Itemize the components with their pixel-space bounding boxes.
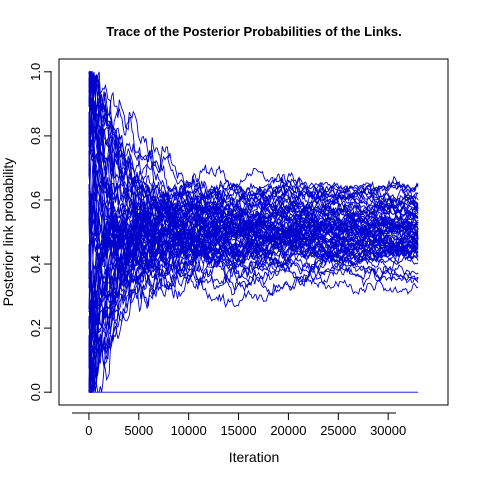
y-tick-label: 0.2 <box>28 319 43 337</box>
series-line <box>88 204 419 377</box>
y-tick-label: 1.0 <box>28 63 43 81</box>
series-line <box>88 201 419 386</box>
x-tick-label: 5000 <box>124 423 153 438</box>
series-line <box>88 75 419 255</box>
series-line <box>88 184 419 369</box>
chart-title: Trace of the Posterior Probabilities of … <box>106 24 401 39</box>
y-tick-label: 0.4 <box>28 255 43 273</box>
x-tick-label: 20000 <box>270 423 306 438</box>
series-line <box>88 70 419 270</box>
x-tick-label: 25000 <box>320 423 356 438</box>
series-line <box>88 71 419 308</box>
series-line <box>88 194 419 347</box>
y-tick-label: 0.6 <box>28 191 43 209</box>
series-layer <box>88 70 419 393</box>
y-axis-label: Posterior link probability <box>0 158 16 307</box>
y-axis-ticks: 0.0 0.2 0.4 0.6 0.8 1.0 <box>28 63 51 401</box>
x-tick-label: 10000 <box>171 423 207 438</box>
series-line <box>88 71 419 214</box>
series-line <box>88 84 419 272</box>
plot-frame <box>58 58 449 406</box>
series-line <box>88 157 419 232</box>
series-line <box>88 177 419 342</box>
series-line <box>88 191 419 290</box>
x-tick-label: 15000 <box>220 423 256 438</box>
y-tick-label: 0.8 <box>28 127 43 145</box>
series-line <box>88 84 419 278</box>
series-line <box>88 74 419 207</box>
series-line <box>88 75 419 268</box>
series-line <box>88 71 419 219</box>
x-tick-label: 30000 <box>370 423 406 438</box>
x-axis-ticks: 0 5000 10000 15000 20000 25000 30000 <box>85 413 406 438</box>
series-line <box>88 188 419 309</box>
y-tick-label: 0.0 <box>28 383 43 401</box>
x-tick-label: 0 <box>85 423 92 438</box>
series-line <box>88 122 419 223</box>
x-axis-label: Iteration <box>229 449 280 465</box>
series-line <box>88 71 419 300</box>
